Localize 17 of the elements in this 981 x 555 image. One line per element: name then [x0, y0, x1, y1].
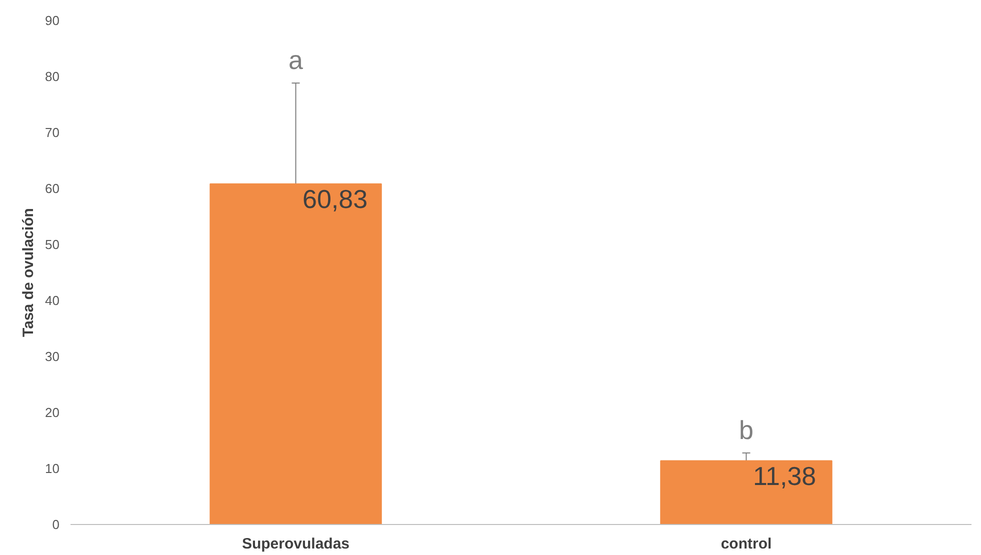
- y-tick-label: 10: [45, 461, 60, 476]
- y-tick-label: 30: [45, 349, 60, 364]
- annotation: b: [739, 414, 754, 445]
- annotation: a: [288, 45, 304, 76]
- y-tick-label: 20: [45, 405, 60, 420]
- x-tick-label: control: [720, 536, 772, 552]
- y-tick-label: 50: [45, 237, 60, 252]
- x-tick-label: Superovuladas: [242, 536, 350, 552]
- y-tick-label: 80: [45, 69, 60, 84]
- data-label: 60,83: [302, 184, 368, 214]
- y-tick-label: 70: [45, 125, 60, 140]
- y-tick-label: 0: [52, 517, 60, 532]
- y-tick-label: 90: [45, 13, 60, 28]
- y-axis-title: Tasa de ovulación: [20, 208, 38, 337]
- data-label: 11,38: [753, 460, 816, 491]
- y-tick-label: 40: [45, 293, 60, 308]
- y-tick-label: 60: [45, 181, 60, 196]
